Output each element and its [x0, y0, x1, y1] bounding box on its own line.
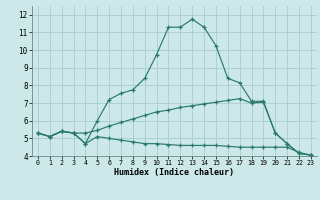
X-axis label: Humidex (Indice chaleur): Humidex (Indice chaleur) — [115, 168, 234, 177]
